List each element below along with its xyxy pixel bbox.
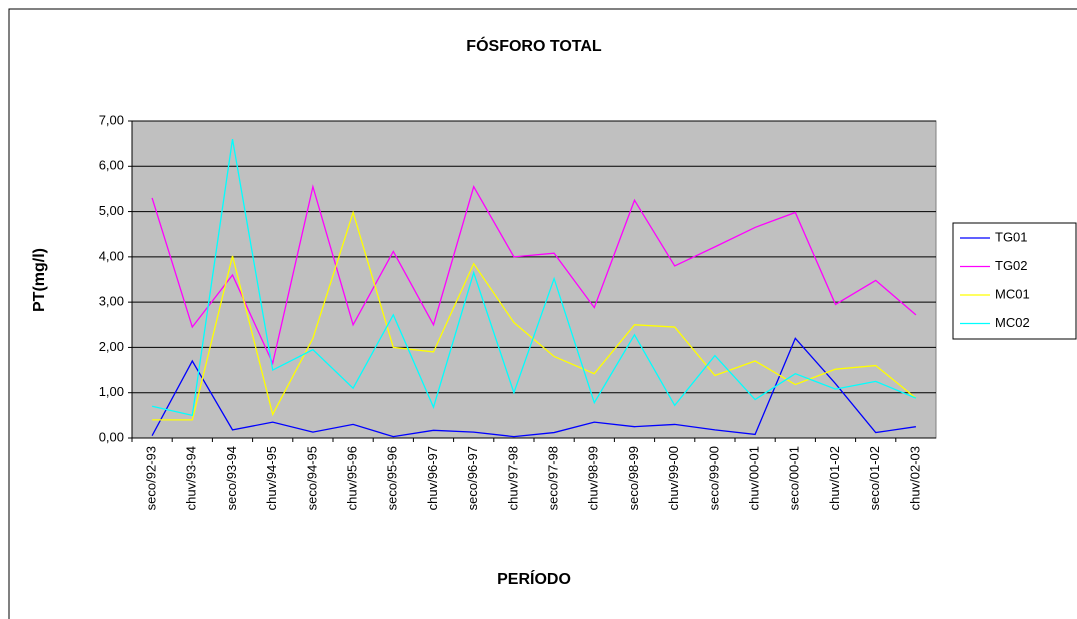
y-tick-label: 0,00 [99, 429, 124, 444]
y-tick-label: 3,00 [99, 294, 124, 309]
legend-box [952, 222, 1077, 340]
x-tick-label: chuv/95-96 [345, 446, 360, 510]
y-tick-label: 6,00 [99, 158, 124, 173]
y-tick-label: 1,00 [99, 384, 124, 399]
x-tick-label: chuv/98-99 [586, 446, 601, 510]
legend-label: TG02 [995, 258, 1028, 273]
x-tick-label: seco/00-01 [787, 446, 802, 510]
series-line [151, 337, 916, 438]
x-tick-label: chuv/00-01 [747, 446, 762, 510]
y-axis-title: PT(mg/l) [31, 248, 48, 312]
x-tick-label: chuv/94-95 [264, 446, 279, 510]
y-tick-label: 5,00 [99, 203, 124, 218]
x-tick-label: chuv/99-00 [666, 446, 681, 510]
x-tick-label: chuv/01-02 [827, 446, 842, 510]
x-tick-label: seco/97-98 [546, 446, 561, 510]
x-tick-label: seco/01-02 [867, 446, 882, 510]
x-tick-label: chuv/02-03 [907, 446, 922, 510]
legend-label: TG01 [995, 229, 1028, 244]
x-tick-label: seco/94-95 [304, 446, 319, 510]
series-line [151, 139, 917, 417]
chart-title: FÓSFORO TOTAL [466, 36, 602, 55]
x-tick-label: chuv/97-98 [505, 446, 520, 510]
chart-border [8, 8, 1077, 619]
legend-label: MC02 [995, 315, 1030, 330]
series-line [151, 184, 917, 366]
x-tick-label: seco/99-00 [706, 446, 721, 510]
x-axis-title: PERÍODO [497, 569, 571, 588]
x-tick-label: seco/93-94 [224, 446, 239, 510]
legend-label: MC01 [995, 286, 1030, 301]
series-line [152, 210, 917, 421]
y-tick-label: 4,00 [99, 248, 124, 263]
x-tick-label: seco/98-99 [626, 446, 641, 510]
x-tick-label: seco/92-93 [144, 446, 159, 510]
x-tick-label: chuv/96-97 [425, 446, 440, 510]
x-tick-label: chuv/93-94 [184, 446, 199, 510]
x-tick-label: seco/95-96 [385, 446, 400, 510]
y-tick-label: 7,00 [99, 112, 124, 127]
y-tick-label: 2,00 [99, 339, 124, 354]
plot-area [131, 120, 937, 439]
x-tick-label: seco/96-97 [465, 446, 480, 510]
